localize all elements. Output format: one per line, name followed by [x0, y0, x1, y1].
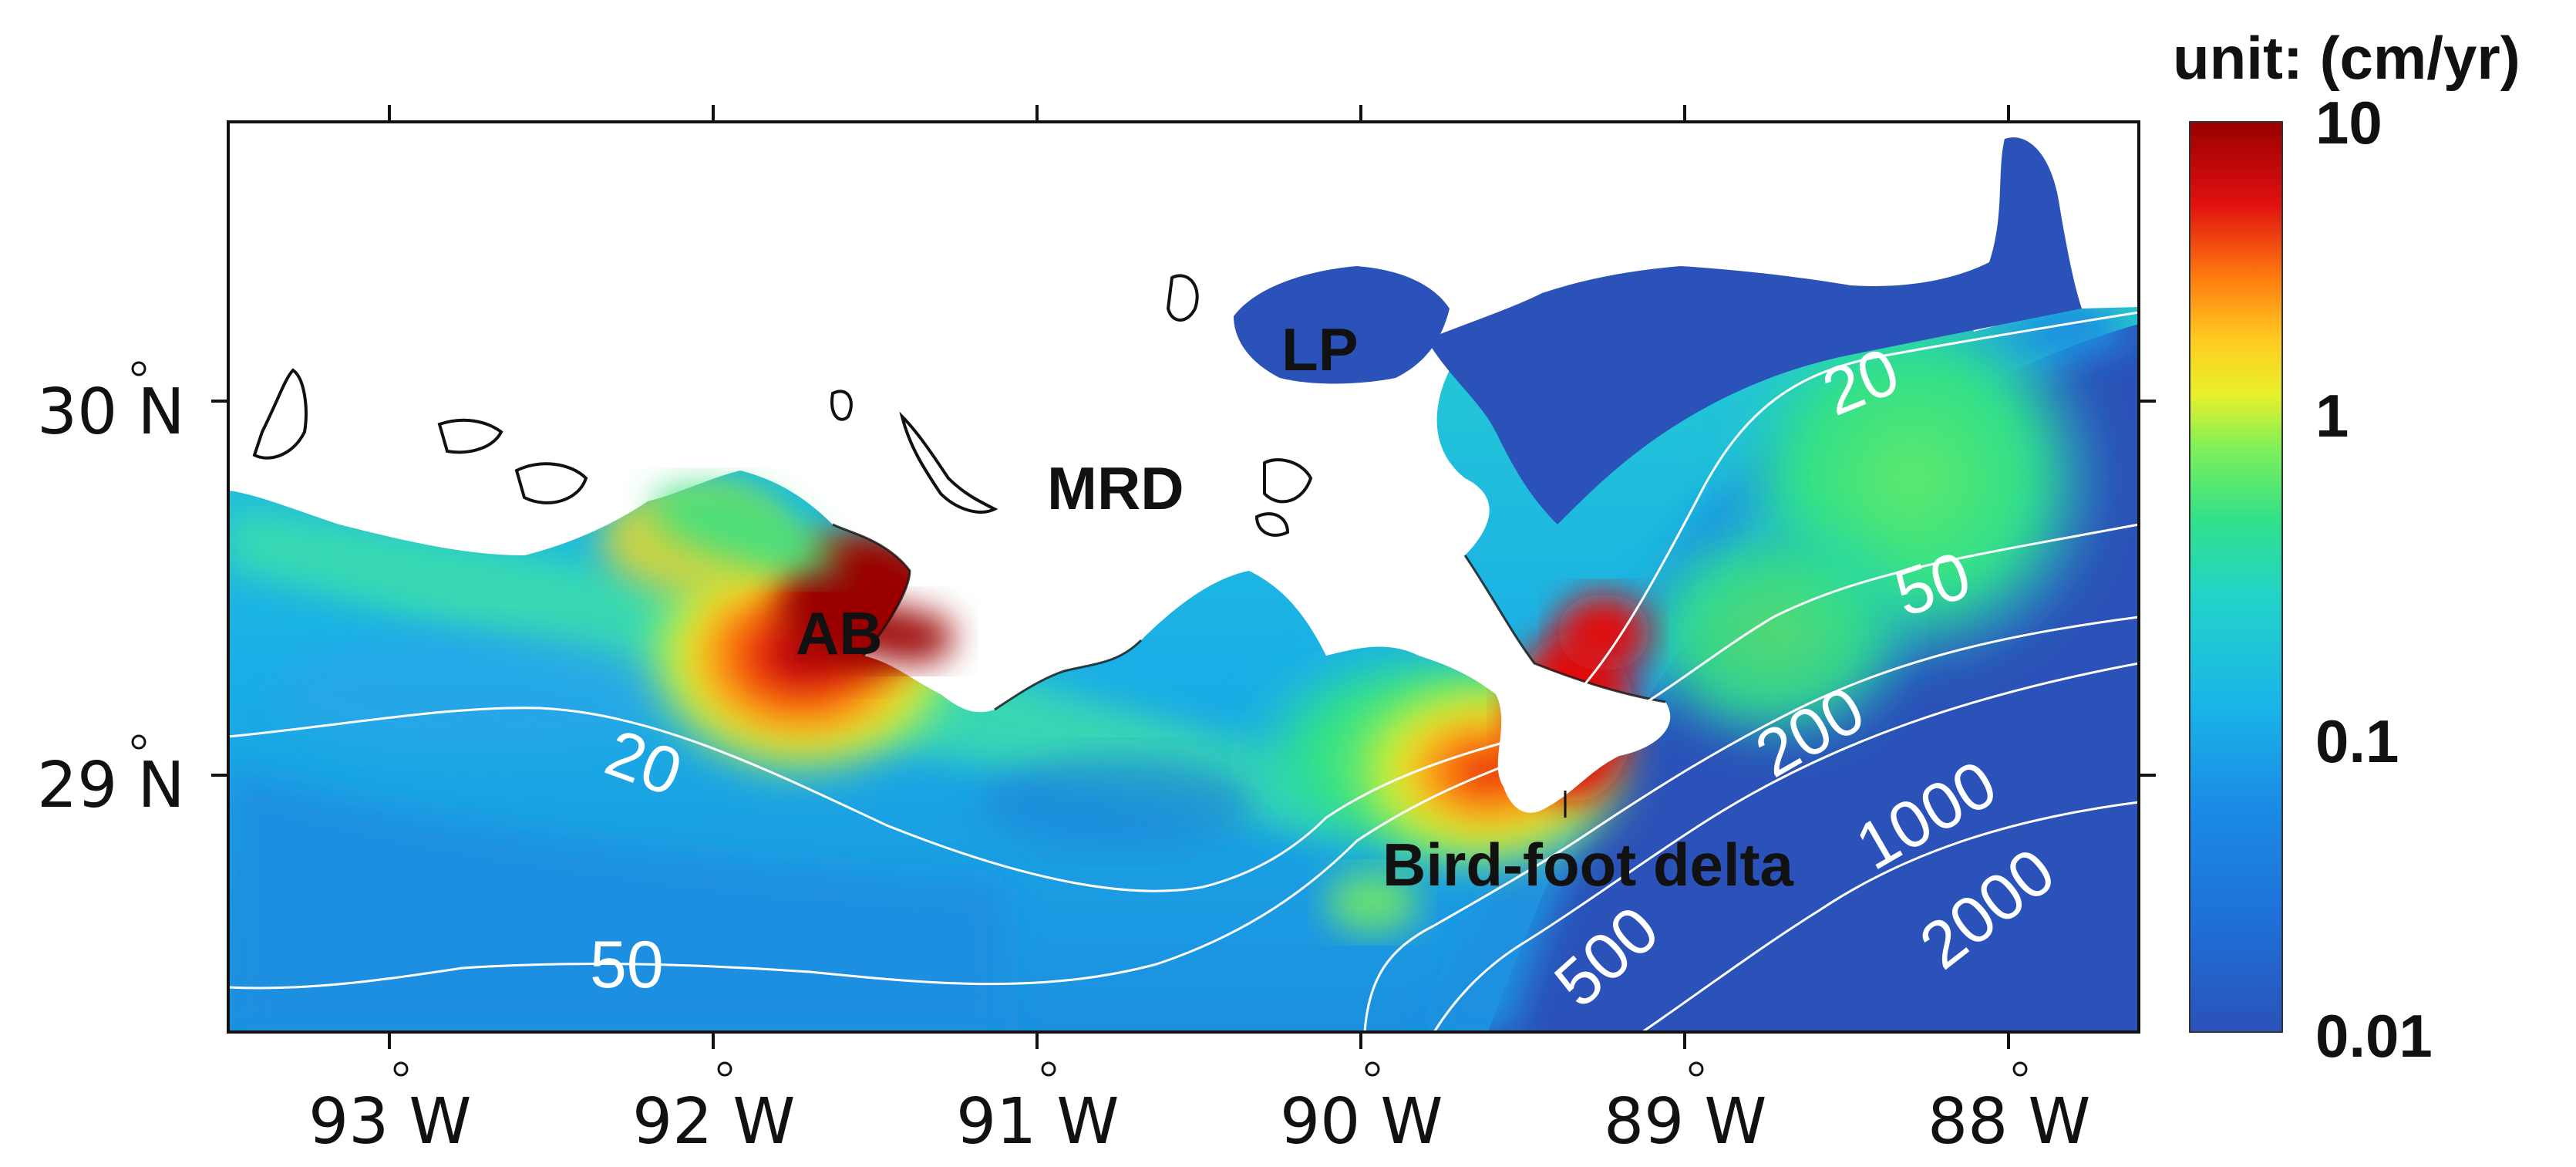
colorbar-tick-10: 10 [2315, 89, 2382, 157]
x-tick-93w: 93 W [308, 1085, 472, 1159]
x-tick-88w: 88 W [1928, 1085, 2091, 1159]
x-axis-labels: 93 W 92 W 91 W 90 W 89 W 88 W [308, 1061, 2091, 1159]
colorbar-title: unit: (cm/yr) [2173, 24, 2520, 92]
contour-label-50-west: 50 [590, 928, 664, 1002]
map-field [228, 122, 2139, 1032]
place-label-ab: AB [796, 599, 883, 667]
x-tick-92w: 92 W [632, 1085, 796, 1159]
x-tick-90w: 90 W [1280, 1085, 1443, 1159]
land-mass [228, 122, 2139, 813]
place-label-lp: LP [1281, 315, 1359, 383]
map-frame [227, 120, 2140, 1034]
lake-pontchartrain [1234, 266, 1450, 384]
axis-ticks [211, 105, 2156, 1049]
colorbar-gradient [2189, 121, 2283, 1033]
x-tick-91w: 91 W [956, 1085, 1120, 1159]
lake-outlines [252, 274, 1313, 537]
place-label-mrd: MRD [1047, 454, 1184, 522]
y-tick-30n: 30 N [37, 376, 185, 449]
isobath-contours [228, 311, 2139, 1032]
x-tick-89w: 89 W [1604, 1085, 1767, 1159]
colorbar-tick-0-1: 0.1 [2315, 707, 2399, 775]
place-label-bird-foot-delta: Bird-foot delta [1382, 831, 1794, 899]
colorbar-tick-1: 1 [2315, 382, 2349, 450]
y-axis-labels: 30 N 29 N [37, 361, 185, 822]
y-tick-29n: 29 N [37, 749, 185, 822]
colorbar: unit: (cm/yr) 10 1 0.1 0.01 [2173, 24, 2520, 1070]
colorbar-tick-0-01: 0.01 [2315, 1002, 2433, 1070]
